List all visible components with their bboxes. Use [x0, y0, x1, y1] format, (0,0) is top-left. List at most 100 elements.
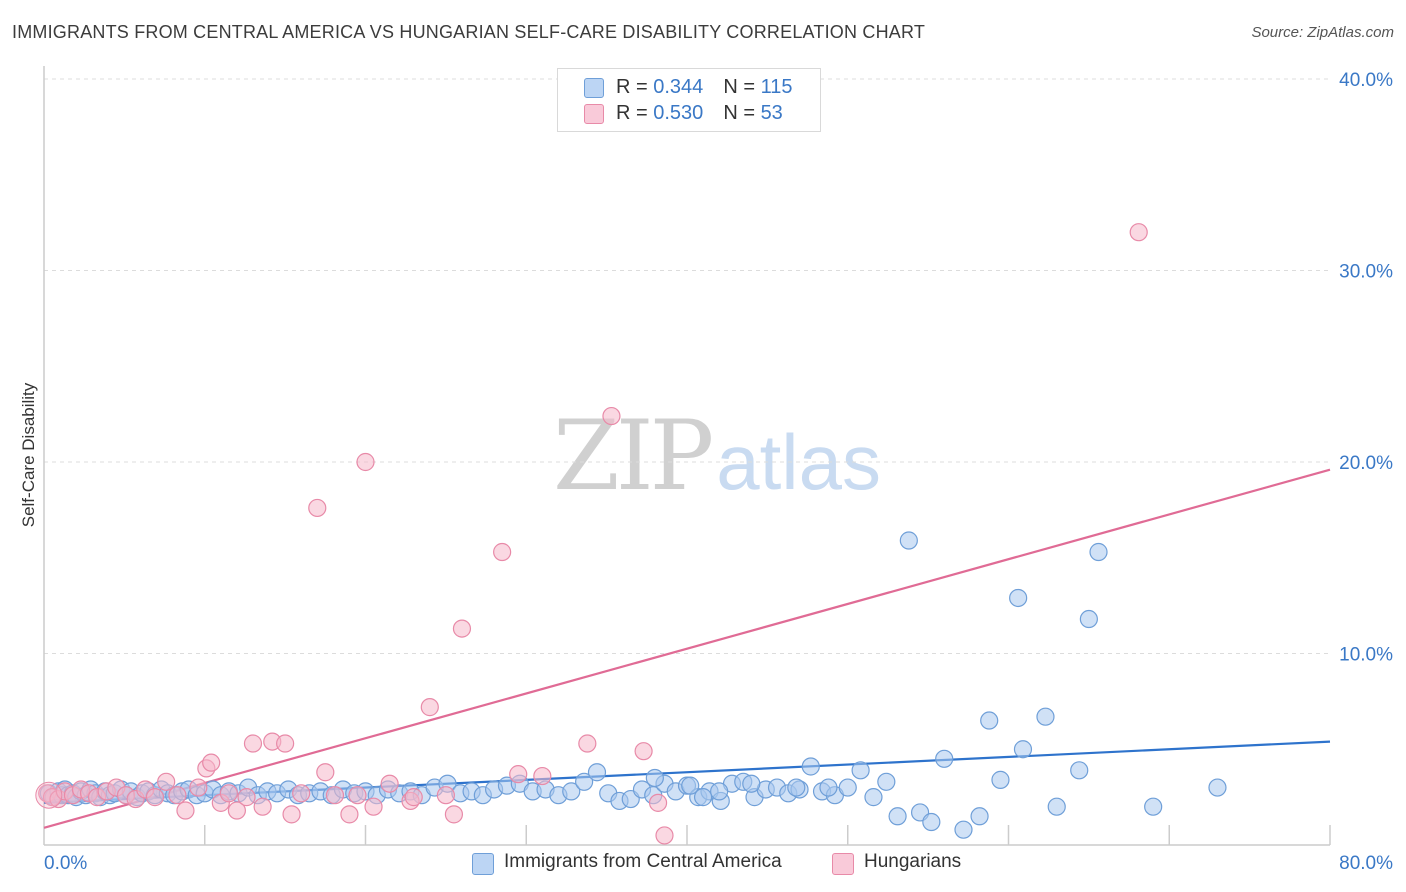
- data-point-pink: [243, 734, 263, 753]
- data-point-pink: [356, 452, 375, 472]
- data-point-blue: [888, 807, 907, 826]
- data-point-pink: [282, 805, 301, 824]
- legend-n-label: N =: [723, 76, 761, 98]
- trend-line-pink: [43, 468, 1331, 829]
- data-point-pink: [648, 793, 668, 812]
- data-point-blue: [970, 807, 989, 826]
- data-point-blue: [1036, 707, 1055, 726]
- data-point-blue: [877, 772, 896, 791]
- point-layer: [35, 223, 1227, 845]
- data-point-pink: [292, 784, 311, 803]
- data-point-blue: [864, 788, 883, 807]
- data-point-blue: [899, 531, 918, 550]
- x-tick-label: 0.0%: [44, 853, 87, 874]
- label-layer: 10.0% 20.0% 30.0% 40.0% 0.0% 80.0% Self-Care D…: [19, 70, 1393, 874]
- data-point-cluster: [35, 781, 63, 809]
- data-point-blue: [935, 749, 954, 768]
- data-point-pink: [308, 498, 327, 518]
- x-tick-label: 80.0%: [1339, 853, 1393, 874]
- data-point-blue: [980, 711, 999, 730]
- data-point-pink: [325, 786, 345, 805]
- data-point-pink: [364, 797, 383, 816]
- y-tick-label: 40.0%: [1339, 70, 1393, 91]
- data-point-blue: [787, 778, 806, 797]
- data-point-pink: [380, 774, 399, 793]
- data-point-pink: [253, 797, 272, 816]
- data-point-pink: [493, 542, 512, 562]
- chart-title: IMMIGRANTS FROM CENTRAL AMERICA VS HUNGA…: [12, 22, 926, 42]
- chart-source: Source: ZipAtlas.com: [1251, 24, 1394, 41]
- data-point-pink: [444, 805, 464, 824]
- data-point-blue: [710, 782, 729, 801]
- data-point-blue: [1009, 588, 1028, 608]
- data-point-pink: [340, 805, 359, 824]
- data-point-pink: [1129, 223, 1148, 242]
- data-point-blue: [575, 772, 594, 791]
- data-point-pink: [157, 772, 176, 791]
- data-point-pink: [420, 698, 439, 717]
- data-point-pink: [602, 406, 621, 426]
- data-point-blue: [681, 776, 700, 795]
- legend-n-value: 115: [760, 76, 793, 98]
- y-axis-title: Self-Care Disability: [19, 382, 38, 527]
- axis-layer: [43, 66, 1331, 846]
- data-point-blue: [1079, 609, 1098, 629]
- data-point-blue: [801, 757, 820, 776]
- data-point-pink: [316, 763, 335, 782]
- series-swatch-pink: [832, 853, 854, 875]
- y-tick-label: 10.0%: [1339, 645, 1393, 666]
- data-point-pink: [452, 619, 472, 638]
- y-tick-label: 30.0%: [1339, 262, 1393, 283]
- series-swatch-blue: [472, 853, 494, 875]
- data-point-pink: [219, 784, 238, 803]
- data-point-pink: [436, 786, 455, 805]
- legend-r-value: 0.530: [653, 102, 704, 124]
- legend-swatch-pink: [584, 104, 604, 124]
- legend-r-label: R =: [616, 76, 654, 98]
- data-point-pink: [655, 826, 674, 845]
- data-point-pink: [634, 742, 653, 761]
- data-point-pink: [276, 734, 295, 753]
- data-point-blue: [1144, 797, 1163, 816]
- grid-layer: [44, 78, 1330, 654]
- data-point-blue: [1013, 740, 1033, 759]
- data-point-blue: [1047, 797, 1066, 816]
- data-point-blue: [562, 782, 581, 801]
- data-point-blue: [991, 770, 1010, 789]
- data-point-blue: [851, 761, 870, 780]
- legend-n-value: 53: [760, 102, 783, 124]
- legend-r-label: R =: [616, 102, 654, 124]
- data-point-pink: [348, 786, 367, 805]
- series-legend-label: Hungarians: [864, 851, 962, 872]
- data-point-pink: [509, 765, 528, 784]
- data-point-blue: [922, 812, 941, 832]
- data-point-pink: [227, 801, 246, 820]
- data-point-pink: [189, 778, 208, 797]
- trend-layer: [43, 468, 1331, 829]
- legend-swatch-blue: [584, 78, 604, 98]
- data-point-blue: [587, 763, 607, 782]
- data-point-blue: [819, 778, 838, 797]
- data-point-blue: [645, 768, 664, 788]
- data-point-blue: [1070, 761, 1089, 780]
- data-point-blue: [954, 820, 973, 839]
- data-point-pink: [168, 786, 187, 805]
- legend-n-label: N =: [723, 102, 761, 124]
- data-point-blue: [838, 778, 857, 797]
- correlation-legend: R = 0.344 N = 115 R = 0.530 N = 53: [557, 68, 821, 132]
- data-point-pink: [145, 788, 165, 807]
- data-point-blue: [742, 774, 761, 793]
- data-point-blue: [1208, 778, 1227, 797]
- series-legend: Immigrants from Central America Hungaria…: [0, 850, 1406, 880]
- data-point-blue: [1089, 542, 1108, 562]
- series-legend-label: Immigrants from Central America: [504, 851, 782, 872]
- data-point-pink: [578, 734, 597, 753]
- data-point-pink: [533, 766, 552, 786]
- y-tick-label: 20.0%: [1339, 453, 1393, 474]
- legend-r-value: 0.344: [653, 76, 704, 98]
- data-point-blue: [693, 788, 713, 807]
- data-point-pink: [404, 788, 423, 807]
- data-point-pink: [237, 788, 256, 807]
- data-point-pink: [202, 753, 221, 772]
